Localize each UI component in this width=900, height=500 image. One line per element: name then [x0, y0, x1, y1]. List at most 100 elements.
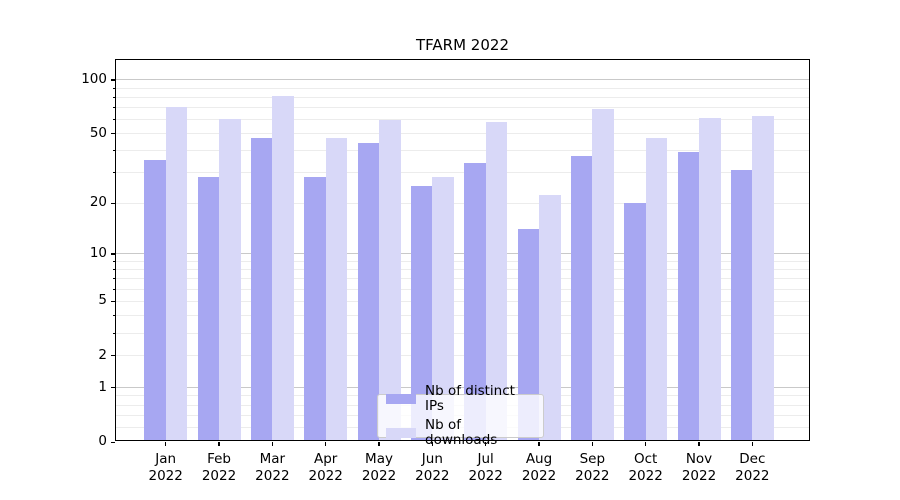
bar-downloads	[752, 116, 774, 442]
bar-downloads	[325, 137, 348, 442]
bar-downloads	[165, 107, 188, 442]
legend-item-distinct-ips: Nb of distinct IPs	[386, 384, 535, 414]
x-tick	[378, 441, 380, 446]
y-gridline-minor	[115, 288, 810, 290]
x-tick-label: Jan 2022	[148, 451, 183, 484]
y-tick	[110, 441, 115, 443]
y-gridline-minor	[115, 172, 810, 174]
y-tick-label: 100	[81, 70, 107, 87]
bar-distinct-ips	[250, 137, 273, 442]
bar-downloads	[699, 117, 721, 442]
legend-label-distinct-ips: Nb of distinct IPs	[425, 383, 515, 414]
y-minor-tick	[112, 269, 115, 271]
x-tick	[325, 441, 327, 446]
y-tick-label: 20	[89, 194, 107, 211]
y-minor-tick	[112, 288, 115, 290]
y-minor-tick	[112, 260, 115, 262]
y-tick	[110, 253, 115, 255]
x-tick-label: Feb 2022	[201, 451, 237, 484]
y-gridline-minor	[115, 118, 810, 120]
x-tick-label: Oct 2022	[628, 451, 663, 484]
bar-downloads	[539, 195, 561, 442]
y-minor-tick	[112, 87, 115, 89]
bar-distinct-ips	[570, 156, 593, 442]
x-tick	[645, 441, 647, 446]
bar-downloads	[219, 118, 241, 442]
y-minor-tick	[112, 133, 115, 134]
y-gridline-major	[115, 79, 810, 81]
y-gridline-minor	[115, 87, 810, 89]
y-tick-label: 50	[89, 124, 107, 141]
y-minor-tick	[112, 315, 115, 317]
legend-label-downloads: Nb of downloads	[425, 417, 498, 448]
y-gridline-minor	[115, 202, 810, 204]
y-tick	[110, 79, 115, 81]
y-gridline-major	[115, 253, 810, 255]
y-minor-tick	[112, 202, 115, 204]
x-tick	[485, 441, 487, 446]
x-tick-label: May 2022	[361, 451, 397, 484]
bar-distinct-ips	[517, 229, 539, 442]
legend-swatch-downloads-icon	[386, 427, 416, 439]
bar-distinct-ips	[144, 160, 166, 442]
y-minor-tick	[112, 300, 115, 302]
bar-distinct-ips	[410, 185, 433, 442]
y-minor-tick	[112, 355, 115, 357]
x-tick	[271, 441, 273, 446]
x-tick-label: Aug 2022	[521, 451, 557, 484]
bar-distinct-ips	[730, 169, 753, 442]
y-tick-label: 10	[89, 244, 107, 261]
y-tick	[110, 387, 115, 389]
y-minor-tick	[112, 118, 115, 120]
x-tick	[538, 441, 540, 446]
chart-title: TFARM 2022	[416, 36, 509, 54]
y-gridline-minor	[115, 269, 810, 271]
x-tick	[165, 441, 167, 446]
legend-item-downloads: Nb of downloads	[386, 418, 535, 448]
y-minor-tick	[112, 278, 115, 280]
y-minor-tick	[112, 332, 115, 334]
x-tick-label: Sep 2022	[575, 451, 610, 484]
x-tick	[751, 441, 753, 446]
bar-distinct-ips	[624, 202, 646, 442]
y-tick-label: 1	[98, 378, 107, 395]
x-tick	[218, 441, 220, 446]
y-gridline-minor	[115, 300, 810, 302]
y-minor-tick	[112, 96, 115, 98]
y-gridline-major	[115, 387, 810, 389]
x-tick-label: Apr 2022	[308, 451, 343, 484]
x-tick-label: Nov 2022	[681, 451, 717, 484]
y-gridline-minor	[115, 150, 810, 152]
y-minor-tick	[112, 172, 115, 174]
bar-downloads	[645, 137, 668, 442]
x-tick-label: Dec 2022	[735, 451, 770, 484]
y-tick-label: 0	[98, 433, 107, 449]
bar-downloads	[592, 109, 614, 442]
legend: Nb of distinct IPs Nb of downloads	[377, 384, 544, 448]
x-tick-label: Jul 2022	[468, 451, 503, 484]
bar-downloads	[432, 177, 454, 442]
x-tick	[698, 441, 700, 446]
y-gridline-minor	[115, 107, 810, 109]
bar-distinct-ips	[357, 142, 380, 442]
y-minor-tick	[112, 107, 115, 109]
bar-downloads	[379, 120, 401, 442]
y-gridline-minor	[115, 96, 810, 98]
y-gridline-minor	[115, 133, 810, 134]
y-gridline-minor	[115, 278, 810, 280]
y-gridline-minor	[115, 332, 810, 334]
bar-downloads	[272, 95, 294, 442]
bar-distinct-ips	[464, 162, 486, 442]
x-tick	[431, 441, 433, 446]
legend-swatch-distinct-ips-icon	[386, 393, 416, 405]
bar-distinct-ips	[197, 177, 220, 442]
y-gridline-minor	[115, 315, 810, 317]
plot-area	[115, 59, 810, 442]
x-tick-label: Mar 2022	[255, 451, 290, 484]
y-tick-label: 2	[98, 346, 107, 363]
x-tick	[591, 441, 593, 446]
bar-downloads	[485, 121, 508, 442]
y-minor-tick	[112, 150, 115, 152]
x-tick-label: Jun 2022	[415, 451, 450, 484]
